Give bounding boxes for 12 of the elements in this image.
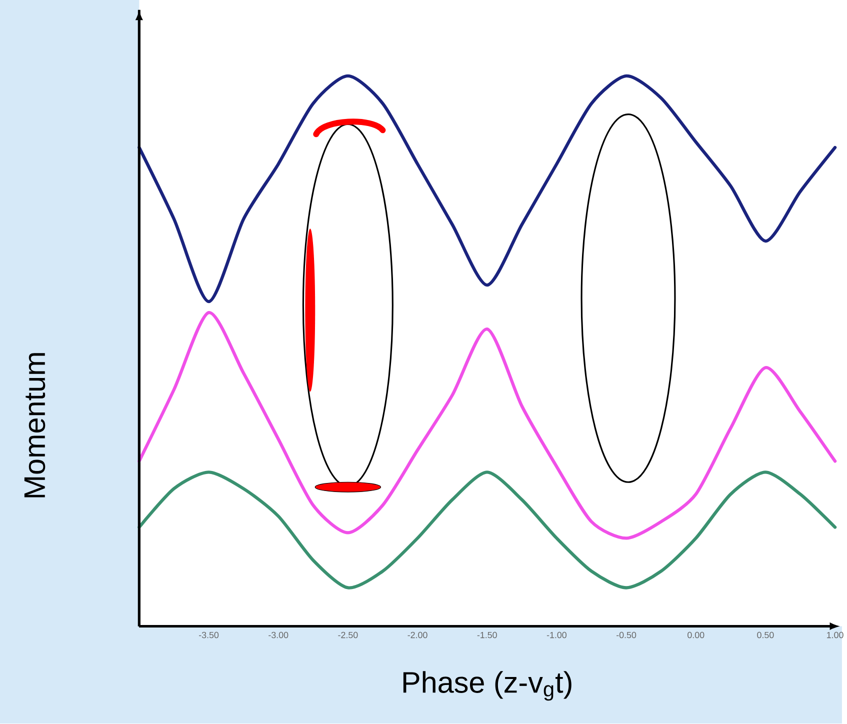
x-tick-label: -3.50 [199, 632, 219, 638]
x-tick-label: 0.50 [757, 632, 774, 638]
x-axis-title: Phase (z-v$_{g}$t) [403, 671, 572, 701]
x-tick-label: 1.00 [827, 632, 844, 638]
x-tick-label: -3.00 [268, 632, 288, 638]
x-tick-label: -2.50 [338, 632, 358, 638]
x-tick-label: -1.00 [546, 632, 567, 638]
y-axis-title: Momentum [24, 353, 46, 498]
x-tick-label: -0.50 [616, 632, 636, 638]
x-tick-label: 0.00 [688, 632, 704, 638]
x-tick-label: -2.00 [408, 632, 428, 638]
x-tick-label: -1.50 [477, 632, 497, 638]
